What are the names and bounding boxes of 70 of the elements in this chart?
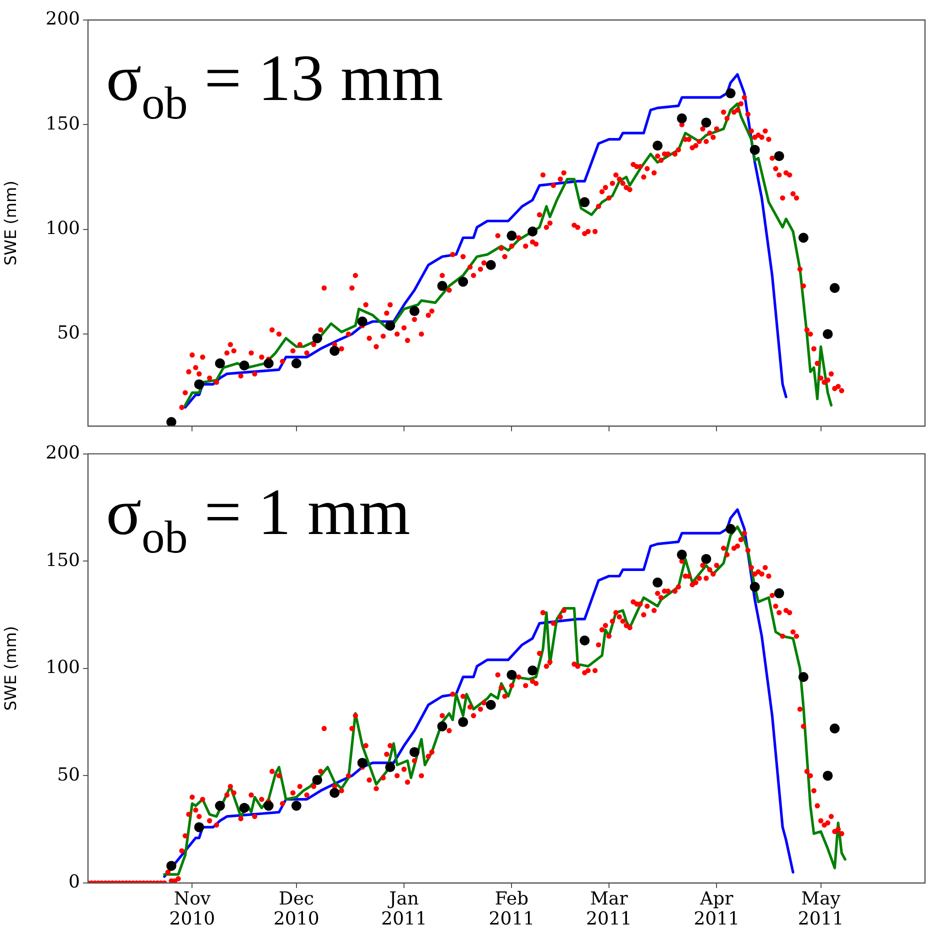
point	[194, 822, 204, 832]
point	[357, 758, 368, 768]
point	[409, 747, 420, 758]
point	[528, 226, 538, 236]
point	[676, 550, 687, 560]
point	[528, 666, 538, 676]
point	[330, 346, 340, 356]
point	[726, 88, 736, 98]
y-tick-label: 150	[46, 550, 80, 571]
point	[264, 358, 274, 368]
point	[506, 670, 517, 680]
point	[580, 197, 590, 208]
point	[830, 723, 840, 734]
point	[409, 306, 420, 316]
x-tick-label: Apr 2011	[694, 888, 740, 930]
point	[798, 672, 808, 682]
point	[701, 118, 712, 128]
y-tick-label: 100	[46, 218, 80, 240]
point	[458, 717, 468, 728]
y-axis-title: SWE (mm)	[0, 626, 20, 711]
point	[774, 588, 784, 598]
point	[822, 770, 833, 781]
point	[330, 788, 340, 798]
y-tick-label: 0	[68, 872, 80, 893]
x-tick-label: Feb 2011	[488, 888, 535, 930]
point	[652, 140, 663, 151]
point	[239, 802, 250, 813]
point	[726, 524, 736, 534]
point	[437, 721, 448, 732]
x-tick-label: Nov 2010	[169, 888, 216, 930]
point	[385, 320, 396, 331]
point	[264, 800, 274, 811]
point	[580, 636, 590, 646]
point	[486, 260, 496, 270]
point	[437, 280, 448, 291]
point	[357, 316, 368, 327]
point	[312, 774, 322, 785]
point	[506, 230, 517, 241]
point	[239, 360, 250, 370]
point	[798, 232, 808, 243]
point	[830, 283, 840, 294]
point	[750, 144, 760, 155]
point	[822, 329, 833, 340]
y-tick-label: 200	[46, 8, 80, 30]
point	[312, 333, 322, 344]
point	[291, 800, 302, 811]
y-tick-label: 200	[46, 442, 80, 464]
x-tick-label: Mar 2011	[586, 888, 632, 930]
x-tick-label: May 2011	[798, 888, 844, 930]
y-tick-label: 100	[46, 657, 80, 678]
point	[458, 276, 468, 287]
point	[774, 151, 784, 162]
y-tick-label: 150	[46, 113, 80, 134]
point	[291, 358, 302, 368]
x-tick-label: Jan 2011	[381, 888, 427, 930]
y-tick-label: 50	[57, 764, 80, 786]
point	[194, 379, 204, 390]
point	[166, 417, 176, 426]
x-tick-label: Dec 2010	[273, 888, 320, 930]
point	[701, 554, 712, 564]
point	[486, 700, 496, 710]
y-tick-label: 50	[57, 322, 80, 344]
y-axis-title: SWE (mm)	[0, 180, 20, 266]
point	[750, 582, 760, 592]
point	[385, 762, 396, 772]
point	[214, 358, 225, 368]
point	[676, 113, 687, 124]
point	[214, 800, 225, 811]
point	[166, 860, 176, 871]
point	[652, 578, 663, 588]
